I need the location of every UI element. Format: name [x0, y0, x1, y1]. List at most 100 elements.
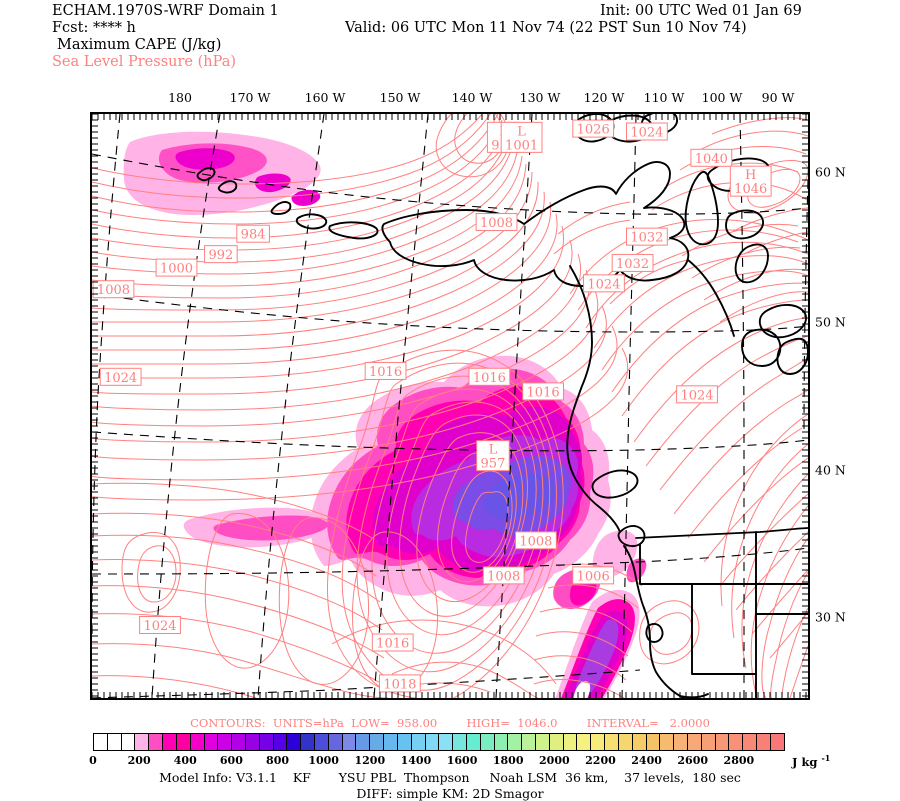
colorbar-cell[interactable]	[646, 734, 661, 750]
pressure-contour-label: 1040	[690, 148, 733, 167]
colorbar-cell[interactable]	[218, 734, 233, 750]
colorbar-tick-label: 0	[89, 754, 97, 767]
colorbar-cell[interactable]	[245, 734, 260, 750]
lat-tick-label: 30 N	[815, 609, 846, 625]
svg-text:1001: 1001	[505, 138, 538, 153]
colorbar-cell[interactable]	[466, 734, 481, 750]
colorbar-cell[interactable]	[605, 734, 619, 750]
colorbar-cell[interactable]	[273, 734, 288, 750]
map-canvas: L957984992100010081024102410081016101610…	[92, 114, 808, 698]
colorbar-cell[interactable]	[536, 734, 550, 750]
colorbar-cell[interactable]	[439, 734, 454, 750]
colorbar-cell[interactable]	[674, 734, 688, 750]
lon-tick-label: 150 W	[379, 90, 421, 105]
pressure-contour-label: 1008	[92, 280, 135, 298]
svg-text:1032: 1032	[630, 231, 663, 246]
colorbar-cell[interactable]	[397, 734, 412, 750]
colorbar-cell[interactable]	[190, 734, 205, 750]
colorbar-cell[interactable]	[121, 734, 136, 750]
colorbar-cell[interactable]	[259, 734, 274, 750]
lon-tick-label: 100 W	[701, 90, 743, 105]
init-time-label: Init: 00 UTC Wed 01 Jan 69	[600, 3, 802, 19]
colorbar-cell[interactable]	[701, 734, 716, 750]
colorbar-cell[interactable]	[163, 734, 177, 750]
colorbar-cell[interactable]	[563, 734, 578, 750]
colorbar-cell[interactable]	[342, 734, 357, 750]
colorbar-cell[interactable]	[425, 734, 440, 750]
colorbar-cell[interactable]	[522, 734, 536, 750]
sea-level-pressure-contours	[92, 114, 808, 698]
contour-value-labels: L957984992100010081024102410081016101610…	[92, 119, 772, 693]
svg-text:1024: 1024	[143, 619, 176, 634]
colorbar-cell[interactable]	[149, 734, 164, 750]
lat-tick-label: 50 N	[815, 314, 846, 330]
svg-text:H: H	[745, 168, 756, 183]
pressure-contour-label: 1016	[522, 382, 564, 401]
colorbar-cell[interactable]	[411, 734, 426, 750]
colorbar-tick-label: 1000	[308, 754, 339, 767]
colorbar-cell[interactable]	[232, 734, 246, 750]
colorbar-swatches[interactable]	[93, 733, 785, 751]
colorbar-cell[interactable]	[591, 734, 606, 750]
cape-shaded-field	[123, 131, 647, 698]
svg-text:1024: 1024	[680, 388, 713, 403]
lat-tick-label: 40 N	[815, 462, 846, 478]
colorbar-cell[interactable]	[94, 734, 108, 750]
colorbar-cell[interactable]	[204, 734, 219, 750]
colorbar-cell[interactable]	[715, 734, 730, 750]
colorbar-cell[interactable]	[384, 734, 398, 750]
colorbar-cell[interactable]	[453, 734, 467, 750]
colorbar-cell[interactable]	[328, 734, 343, 750]
cape-colorbar[interactable]	[93, 733, 785, 751]
colorbar-cell[interactable]	[618, 734, 633, 750]
contour-caption: CONTOURS: UNITS=hPa LOW= 958.00 HIGH= 10…	[190, 716, 710, 730]
primary-field-label: Maximum CAPE (J/kg)	[57, 37, 222, 53]
svg-text:1008: 1008	[519, 534, 552, 549]
svg-text:1016: 1016	[376, 637, 409, 652]
svg-text:984: 984	[241, 228, 266, 243]
svg-text:1024: 1024	[587, 277, 620, 292]
colorbar-tick-label: 800	[266, 754, 290, 767]
colorbar-cell[interactable]	[176, 734, 191, 750]
colorbar-cell[interactable]	[287, 734, 302, 750]
colorbar-tick-label: 2800	[723, 754, 755, 767]
svg-text:1024: 1024	[104, 371, 137, 386]
pressure-contour-label: 1024	[626, 122, 668, 141]
colorbar-cell[interactable]	[315, 734, 329, 750]
lat-lon-graticule	[92, 114, 808, 698]
colorbar-cell[interactable]	[356, 734, 371, 750]
colorbar-cell[interactable]	[480, 734, 495, 750]
colorbar-cell[interactable]	[494, 734, 509, 750]
colorbar-cell[interactable]	[743, 734, 757, 750]
colorbar-cell[interactable]	[135, 734, 150, 750]
colorbar-tick-label: 2400	[631, 754, 662, 767]
colorbar-cell[interactable]	[107, 734, 122, 750]
forecast-hour-label: Fcst: **** h	[52, 20, 136, 36]
map-plot-area[interactable]: L957984992100010081024102410081016101610…	[90, 112, 810, 700]
colorbar-cell[interactable]	[301, 734, 315, 750]
svg-text:1008: 1008	[97, 283, 130, 298]
svg-text:1046: 1046	[734, 182, 767, 197]
svg-text:1006: 1006	[577, 569, 610, 584]
colorbar-cell[interactable]	[632, 734, 647, 750]
colorbar-cell[interactable]	[660, 734, 675, 750]
pressure-contour-label: 1024	[99, 367, 142, 386]
colorbar-cell[interactable]	[370, 734, 385, 750]
colorbar-cell[interactable]	[770, 734, 784, 750]
svg-text:1008: 1008	[487, 569, 520, 584]
colorbar-cell[interactable]	[577, 734, 592, 750]
colorbar-cell[interactable]	[729, 734, 744, 750]
colorbar-cell[interactable]	[549, 734, 564, 750]
colorbar-cell[interactable]	[757, 734, 771, 750]
colorbar-cell[interactable]	[687, 734, 702, 750]
lon-tick-label: 130 W	[519, 90, 561, 105]
colorbar-tick-label: 1600	[446, 754, 478, 767]
colorbar-cell[interactable]	[508, 734, 523, 750]
colorbar-tick-label: 200	[127, 754, 151, 767]
svg-text:992: 992	[208, 248, 233, 263]
pressure-contour-label: 1018	[378, 674, 421, 693]
lon-tick-label: 140 W	[451, 90, 493, 105]
pressure-contour-label: 1024	[676, 385, 718, 404]
